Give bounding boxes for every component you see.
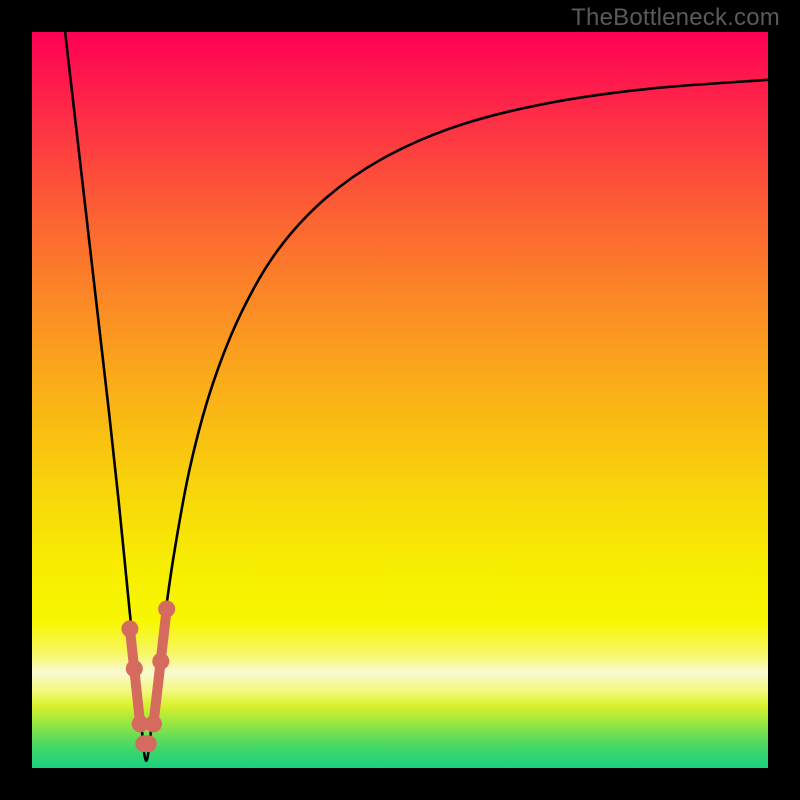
- watermark-text: TheBottleneck.com: [571, 4, 780, 32]
- bottleneck-chart: [32, 32, 768, 768]
- marker-dot: [152, 653, 169, 670]
- marker-dot: [158, 601, 175, 618]
- marker-dot: [126, 660, 143, 677]
- chart-background: [32, 32, 768, 768]
- marker-dot: [121, 620, 138, 637]
- plot-area: [32, 32, 768, 768]
- outer-frame: TheBottleneck.com: [0, 0, 800, 800]
- marker-dot: [140, 735, 157, 752]
- marker-dot: [145, 715, 162, 732]
